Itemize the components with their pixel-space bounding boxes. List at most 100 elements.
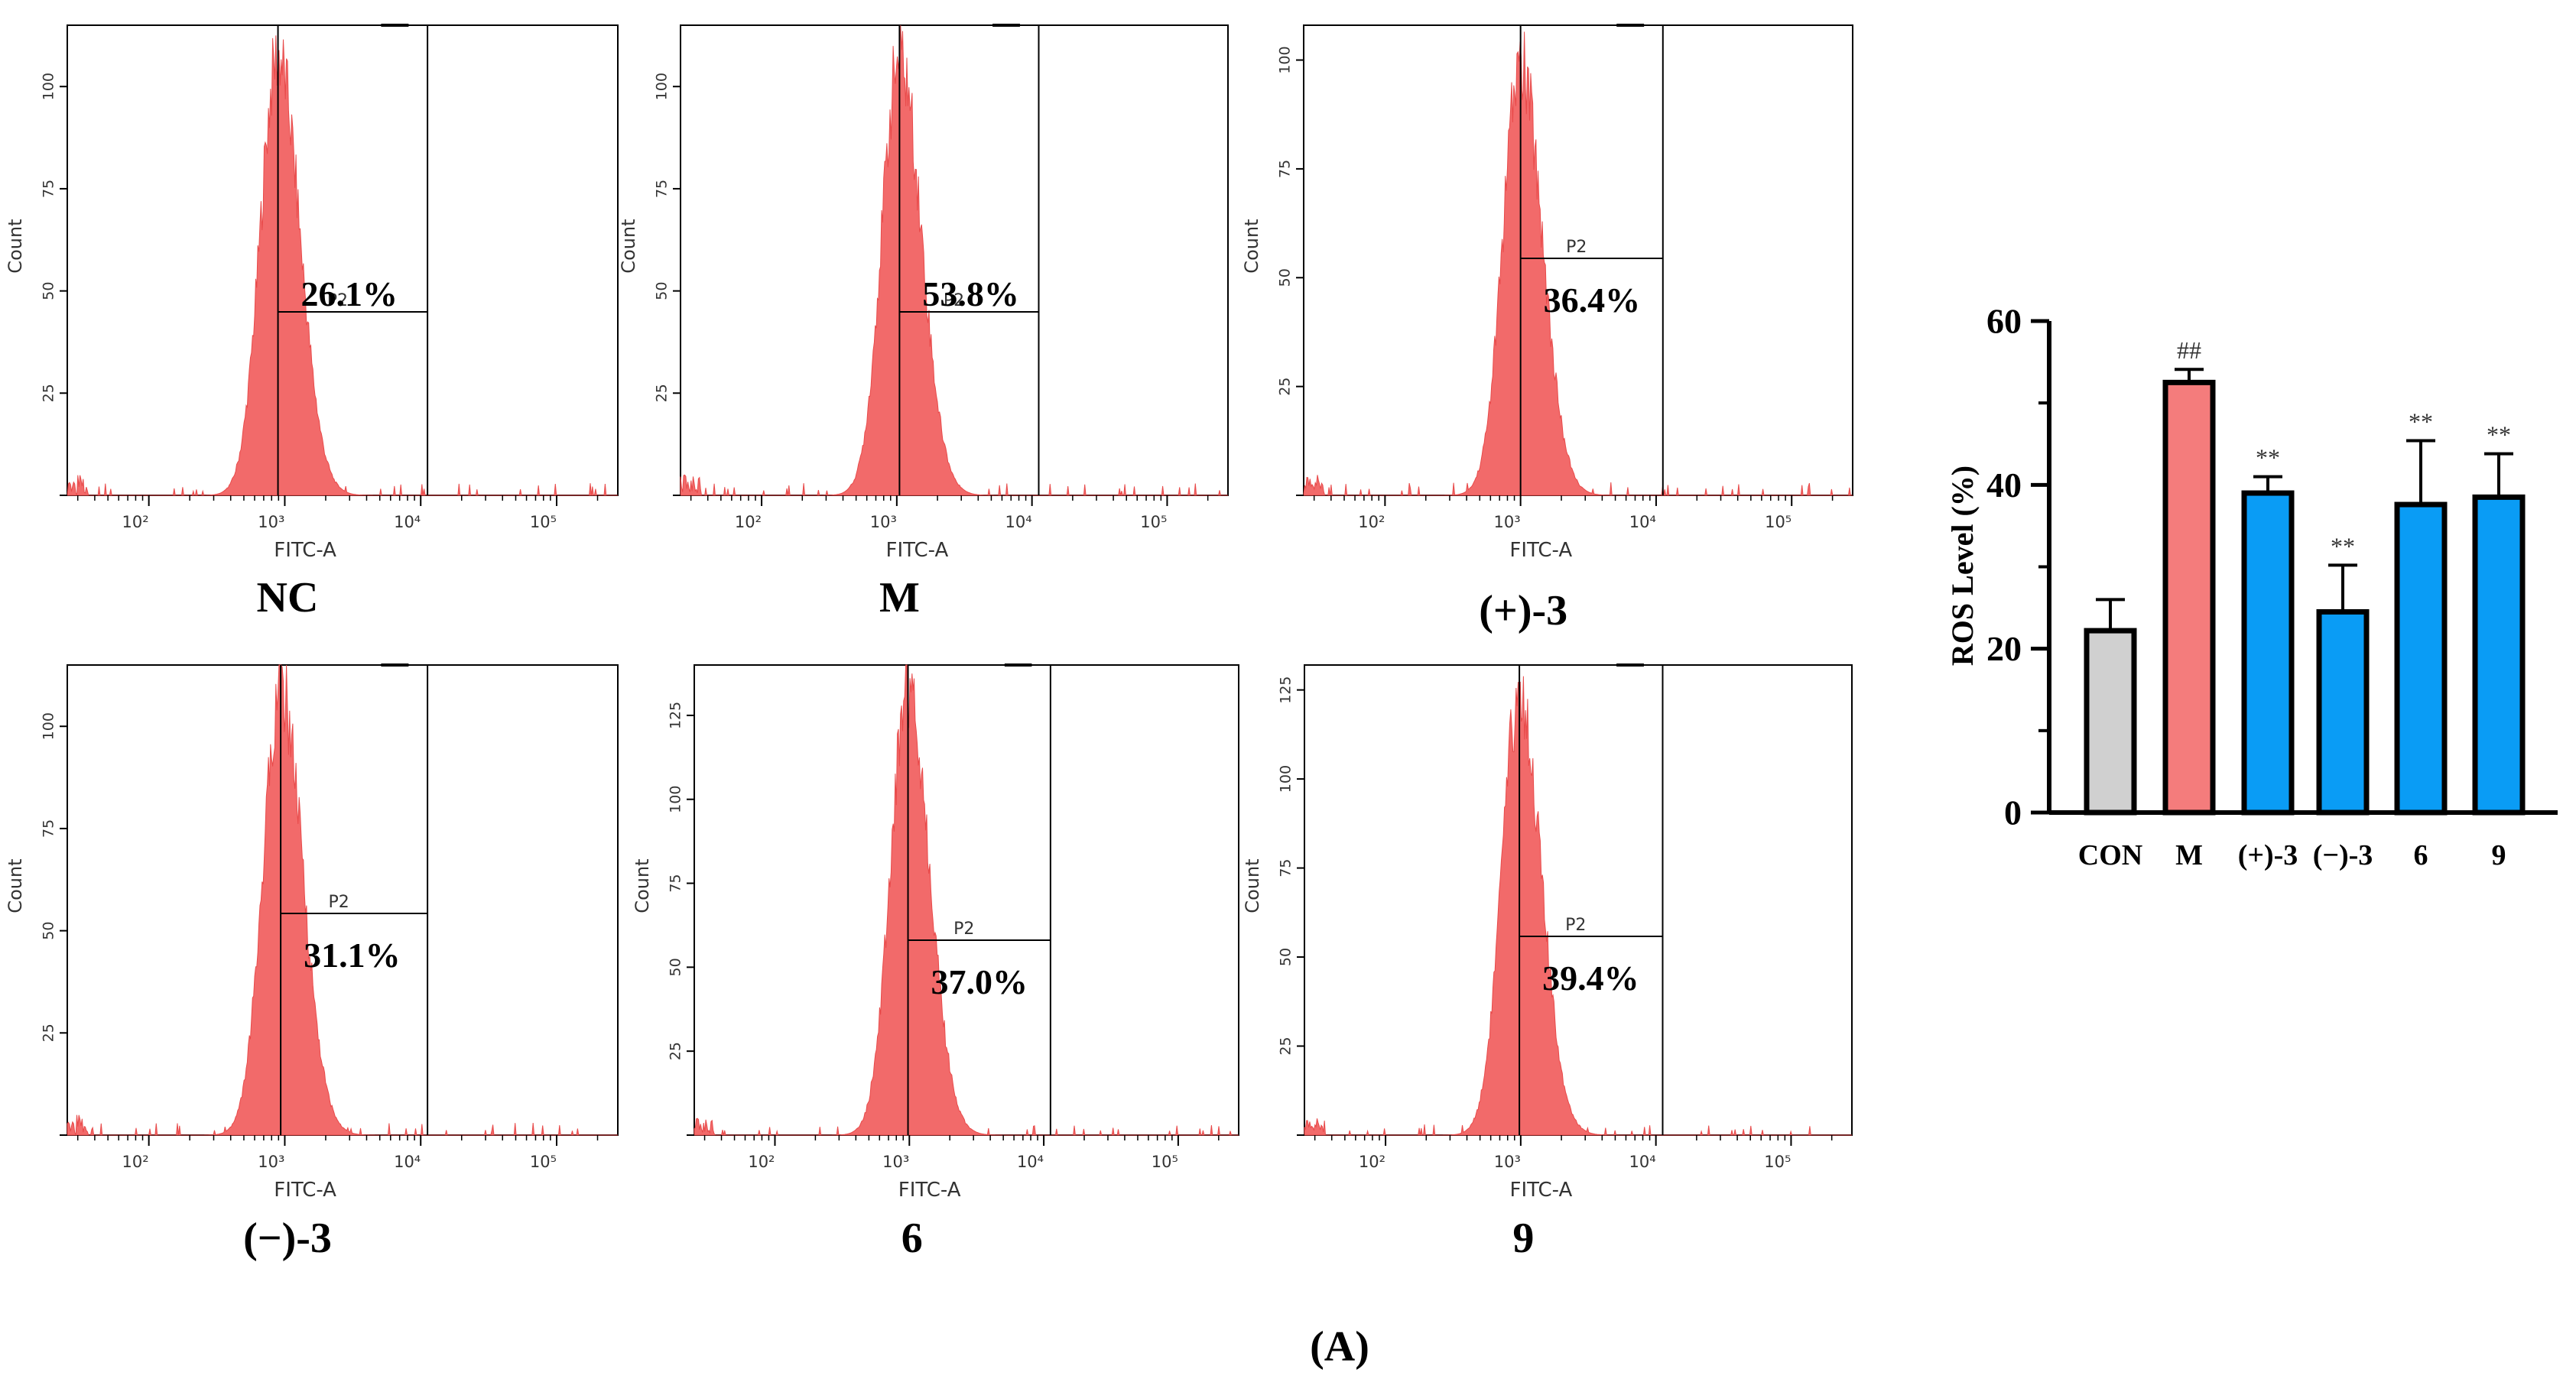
histogram-distribution bbox=[680, 24, 1228, 496]
gate-label: P2 bbox=[1566, 238, 1587, 257]
gate-percent: 53.8% bbox=[922, 274, 1019, 313]
y-tick-label: 100 bbox=[668, 786, 684, 813]
histogram-panel: P2 31.1% 25 50 75 100 Count 10² 10³ 10⁴ 10⁵ FITC-A (… bbox=[5, 663, 619, 1262]
x-axis-label: FITC-A bbox=[274, 1179, 336, 1202]
x-axis-label: FITC-A bbox=[886, 539, 949, 562]
x-category-label: CON bbox=[2078, 839, 2142, 871]
x-tick-label: 10³ bbox=[870, 513, 897, 531]
y-axis-label: Count bbox=[1242, 858, 1263, 913]
y-tick-label: 50 bbox=[1277, 268, 1294, 287]
significance-annotation: ** bbox=[2331, 532, 2355, 560]
x-category-label: M bbox=[2175, 839, 2203, 871]
x-tick-label: 10⁵ bbox=[1152, 1153, 1178, 1171]
bar bbox=[2472, 494, 2526, 816]
gate-label: P2 bbox=[953, 920, 974, 939]
y-tick-label: 0 bbox=[2004, 793, 2022, 832]
x-tick-label: 10² bbox=[1358, 513, 1385, 531]
y-tick-label: 20 bbox=[1986, 629, 2022, 668]
y-axis-label: ROS Level (%) bbox=[1945, 466, 1980, 666]
x-tick-label: 10⁴ bbox=[1005, 513, 1032, 531]
bar bbox=[2241, 490, 2295, 816]
gate-percent: 39.4% bbox=[1542, 959, 1639, 998]
bar bbox=[2394, 501, 2448, 816]
x-tick-label: 10² bbox=[735, 513, 762, 531]
x-tick-label: 10⁴ bbox=[1017, 1153, 1044, 1171]
x-tick-label: 10⁵ bbox=[530, 1153, 557, 1171]
x-tick-label: 10³ bbox=[882, 1153, 909, 1171]
histogram-distribution bbox=[694, 664, 1239, 1136]
y-tick-label: 50 bbox=[41, 282, 57, 300]
y-tick-label: 75 bbox=[1277, 160, 1294, 178]
bar bbox=[2162, 379, 2216, 816]
significance-annotation: ** bbox=[2256, 444, 2280, 472]
y-tick-label: 100 bbox=[1277, 46, 1294, 73]
y-tick-label: 125 bbox=[1278, 676, 1294, 703]
gate-label: P2 bbox=[328, 893, 349, 912]
histogram-panel: P2 36.4% 25 50 75 100 Count 10² 10³ 10⁴ 10⁵ FITC-A (… bbox=[1241, 24, 1853, 634]
x-tick-label: 10⁴ bbox=[1629, 1153, 1656, 1171]
plot-frame bbox=[1304, 664, 1853, 1136]
y-axis-label: Count bbox=[1241, 219, 1262, 273]
plot-frame bbox=[680, 24, 1229, 496]
y-tick-label: 60 bbox=[1986, 302, 2022, 341]
y-tick-label: 25 bbox=[654, 384, 671, 402]
y-tick-label: 75 bbox=[654, 180, 671, 198]
y-tick-label: 100 bbox=[41, 712, 57, 740]
x-tick-label: 10² bbox=[1359, 1153, 1385, 1171]
panel-title: (+)-3 bbox=[1479, 587, 1567, 634]
histogram-panel: P2 37.0% 25 50 75 100 125 Count 10² 10³ 10⁴ 10⁵ FITC… bbox=[632, 663, 1239, 1262]
x-axis-label: FITC-A bbox=[1510, 1179, 1573, 1202]
bar bbox=[2084, 628, 2137, 816]
x-tick-label: 10³ bbox=[258, 1153, 284, 1171]
histogram-distribution bbox=[1303, 31, 1853, 496]
y-tick-label: 125 bbox=[668, 702, 684, 729]
y-axis-label: Count bbox=[632, 858, 653, 913]
panel-title: NC bbox=[257, 574, 319, 621]
x-category-label: (−)-3 bbox=[2313, 839, 2373, 871]
y-axis-label: Count bbox=[5, 219, 26, 273]
x-axis-label: FITC-A bbox=[898, 1179, 961, 1202]
significance-annotation: ** bbox=[2409, 407, 2433, 435]
panel-title: (−)-3 bbox=[243, 1215, 332, 1262]
y-tick-label: 25 bbox=[41, 384, 57, 402]
y-axis-label: Count bbox=[618, 219, 639, 273]
y-tick-label: 25 bbox=[1277, 378, 1294, 396]
x-tick-label: 10² bbox=[122, 513, 149, 531]
y-tick-label: 40 bbox=[1986, 466, 2022, 504]
x-tick-label: 10³ bbox=[1494, 513, 1521, 531]
y-tick-label: 100 bbox=[41, 73, 57, 100]
y-tick-label: 75 bbox=[668, 874, 684, 892]
x-tick-label: 10³ bbox=[258, 513, 284, 531]
panel-title: 9 bbox=[1512, 1215, 1534, 1262]
y-tick-label: 75 bbox=[1278, 858, 1294, 877]
bar bbox=[2316, 608, 2370, 816]
y-tick-label: 50 bbox=[1278, 948, 1294, 966]
gate-label: P2 bbox=[1565, 916, 1586, 935]
gate-percent: 31.1% bbox=[304, 936, 400, 975]
x-tick-label: 10⁴ bbox=[1629, 513, 1656, 531]
plot-frame bbox=[1303, 24, 1853, 496]
histogram-distribution bbox=[1304, 676, 1852, 1136]
x-axis-label: FITC-A bbox=[274, 539, 336, 562]
x-tick-label: 10³ bbox=[1494, 1153, 1521, 1171]
significance-annotation: ** bbox=[2487, 421, 2511, 449]
gate-label: P2 bbox=[327, 291, 348, 310]
x-tick-label: 10⁵ bbox=[1765, 513, 1792, 531]
x-axis-label: FITC-A bbox=[1509, 539, 1572, 562]
y-tick-label: 50 bbox=[41, 922, 57, 940]
significance-annotation: ## bbox=[2177, 336, 2201, 364]
x-tick-label: 10⁵ bbox=[1764, 1153, 1791, 1171]
y-tick-label: 75 bbox=[41, 819, 57, 838]
plot-frame bbox=[694, 664, 1239, 1136]
y-tick-label: 25 bbox=[1278, 1037, 1294, 1055]
gate-percent: 26.1% bbox=[301, 274, 398, 313]
x-tick-label: 10⁵ bbox=[530, 513, 557, 531]
histogram-distribution bbox=[67, 35, 618, 496]
x-tick-label: 10² bbox=[122, 1153, 149, 1171]
x-category-label: (+)-3 bbox=[2238, 839, 2298, 871]
x-tick-label: 10⁵ bbox=[1140, 513, 1167, 531]
x-tick-label: 10⁴ bbox=[394, 513, 421, 531]
